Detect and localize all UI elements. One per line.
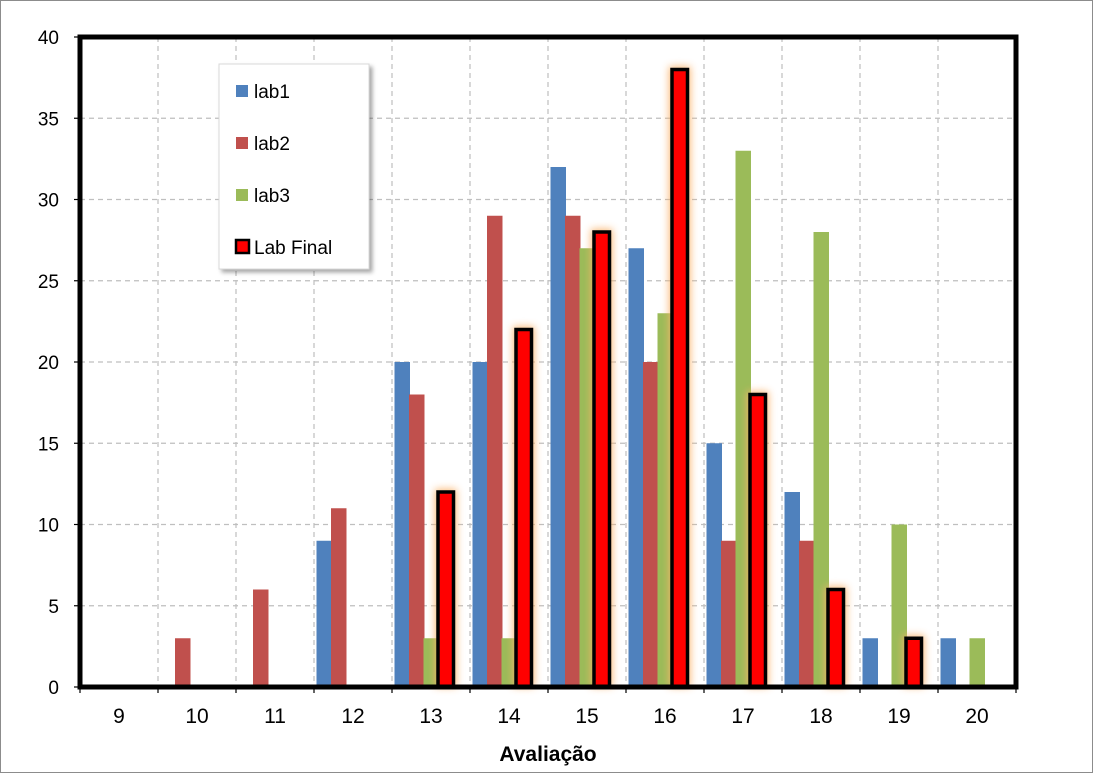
y-tick-label: 10 bbox=[38, 516, 59, 537]
bar-lab1 bbox=[550, 167, 566, 687]
x-tick-label: 14 bbox=[497, 705, 521, 728]
y-tick-label: 0 bbox=[48, 678, 59, 699]
bar-lab-final bbox=[748, 392, 768, 689]
y-tick-label: 15 bbox=[38, 434, 59, 455]
bar-lab-final bbox=[592, 230, 612, 689]
bar-lab2 bbox=[409, 394, 425, 687]
bar-lab2 bbox=[487, 215, 503, 687]
bar-lab2 bbox=[175, 638, 191, 687]
legend-box bbox=[218, 63, 370, 270]
legend-swatch bbox=[234, 238, 251, 255]
legend-swatch bbox=[236, 189, 248, 201]
bar-lab1 bbox=[784, 492, 800, 687]
bar-lab1 bbox=[862, 638, 878, 687]
legend-label: lab2 bbox=[254, 134, 290, 155]
bar-lab2 bbox=[253, 589, 269, 687]
x-axis-title: Avaliação bbox=[499, 743, 596, 766]
bar-lab1 bbox=[394, 362, 410, 687]
bar-lab2 bbox=[565, 215, 581, 687]
bar-lab3 bbox=[813, 232, 829, 687]
legend-label: lab3 bbox=[254, 186, 290, 207]
bar-lab1 bbox=[628, 248, 644, 687]
x-tick-label: 18 bbox=[809, 705, 832, 728]
axes: 0 5 10 15 20 25 30 35 40 9 10 11 12 13 14 15 16 17 18 19 20 bbox=[38, 28, 1017, 728]
x-tick-label: 17 bbox=[731, 705, 754, 728]
y-tick-label: 25 bbox=[38, 272, 59, 293]
bar-lab-final bbox=[514, 327, 534, 689]
x-tick-label: 20 bbox=[965, 705, 988, 728]
x-tick-label: 10 bbox=[185, 705, 208, 728]
legend-swatch bbox=[236, 137, 248, 149]
bar-lab2 bbox=[331, 508, 347, 687]
x-tick-label: 12 bbox=[341, 705, 364, 728]
bar-lab2 bbox=[643, 362, 659, 687]
bar-lab-final bbox=[904, 636, 924, 689]
bar-lab-final bbox=[826, 587, 846, 689]
legend-label: lab1 bbox=[254, 82, 290, 103]
bar-lab-final bbox=[670, 67, 690, 689]
y-tick-label: 40 bbox=[38, 28, 59, 49]
y-tick-label: 30 bbox=[38, 191, 59, 212]
bar-lab2 bbox=[799, 540, 815, 687]
legend: lab1 lab2 lab3 Lab Final bbox=[218, 63, 370, 270]
gridlines bbox=[80, 37, 1016, 687]
bar-lab2 bbox=[721, 540, 737, 687]
legend-swatch bbox=[236, 85, 248, 97]
x-tick-label: 19 bbox=[887, 705, 910, 728]
bar-lab-final bbox=[436, 490, 456, 689]
bars bbox=[175, 66, 985, 689]
bar-lab1 bbox=[940, 638, 956, 687]
y-tick-label: 35 bbox=[38, 109, 59, 130]
x-tick-label: 15 bbox=[575, 705, 598, 728]
x-tick-label: 9 bbox=[113, 705, 125, 728]
x-tick-label: 16 bbox=[653, 705, 676, 728]
y-tick-label: 20 bbox=[38, 353, 59, 374]
x-tick-label: 13 bbox=[419, 705, 442, 728]
legend-label: Lab Final bbox=[254, 238, 332, 259]
y-tick-label: 5 bbox=[48, 597, 59, 618]
bar-lab1 bbox=[706, 443, 722, 687]
bar-lab1 bbox=[472, 362, 488, 687]
bar-lab1 bbox=[316, 540, 332, 687]
x-tick-label: 11 bbox=[264, 705, 286, 728]
bar-lab3 bbox=[969, 638, 985, 687]
